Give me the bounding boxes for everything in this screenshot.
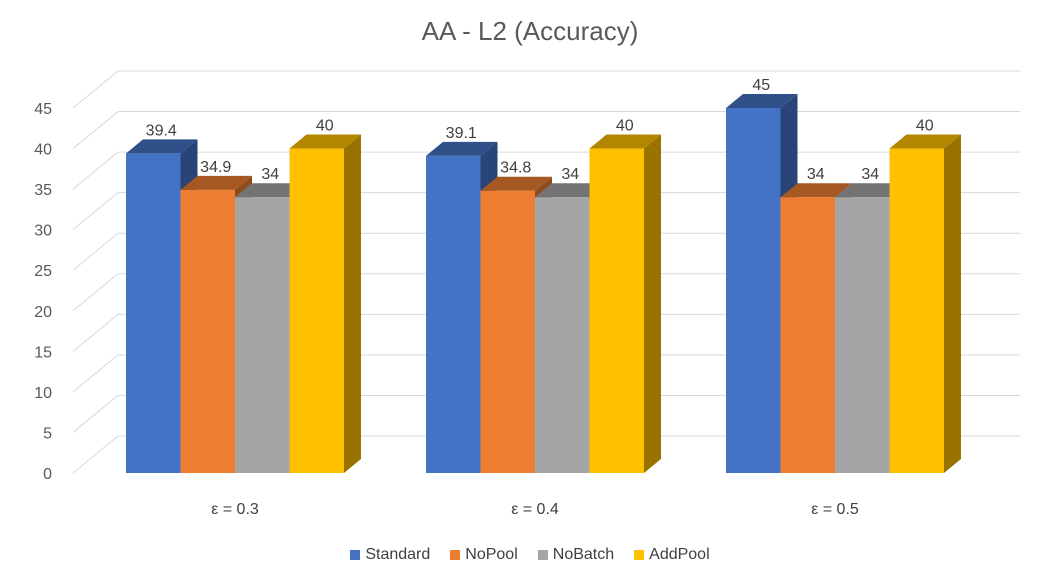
legend-swatch <box>450 550 461 560</box>
legend-item-nobatch: NoBatch <box>537 546 615 564</box>
data-label: 39.1 <box>446 125 477 142</box>
y-tick-label: 0 <box>43 466 52 483</box>
legend-swatch <box>537 550 548 560</box>
x-tick-label: ε = 0.3 <box>211 501 259 518</box>
bar-side <box>344 134 361 474</box>
bar-top <box>235 183 307 198</box>
bar-top <box>426 141 498 156</box>
bar-front <box>780 197 835 473</box>
bar-top <box>780 183 852 198</box>
gridline-diagonal <box>72 273 119 312</box>
bar-addpool-3 <box>889 134 961 474</box>
bar-top <box>835 183 907 198</box>
y-tick-label: 25 <box>34 263 52 280</box>
bar-addpool-1 <box>289 134 361 474</box>
gridline-diagonal <box>72 151 119 190</box>
bar-top <box>126 139 198 154</box>
bar-side <box>944 134 961 474</box>
gridline-diagonal <box>72 232 119 271</box>
data-label: 45 <box>752 77 770 94</box>
legend-label: NoBatch <box>552 546 615 563</box>
gridline-diagonal <box>72 435 119 474</box>
chart-title: AA - L2 (Accuracy) <box>421 16 639 46</box>
bar-front <box>589 148 644 474</box>
data-label: 39.4 <box>146 122 177 139</box>
y-tick-label: 20 <box>34 304 52 321</box>
bar-front <box>535 197 590 473</box>
data-label: 34 <box>561 166 579 183</box>
bar-front <box>289 148 344 474</box>
bar-top <box>889 134 961 149</box>
bar-top <box>289 134 361 149</box>
data-labels: 39.4 34.9 34 40 39.1 34.8 34 40 45 34 34 40 <box>146 77 934 183</box>
data-label: 40 <box>916 118 934 135</box>
bar-side <box>644 134 661 474</box>
data-label: 34.8 <box>500 160 531 177</box>
bar-top <box>180 175 252 190</box>
x-axis-ticks: ε = 0.3 ε = 0.4 ε = 0.5 <box>211 501 859 518</box>
gridline-diagonal <box>72 313 119 352</box>
gridline-diagonal <box>72 111 119 149</box>
bar-front <box>426 155 481 473</box>
y-tick-label: 40 <box>34 142 52 159</box>
gridline-diagonal <box>72 395 119 433</box>
y-tick-label: 45 <box>34 101 52 118</box>
y-tick-label: 30 <box>34 223 52 240</box>
bar-front <box>480 190 535 473</box>
data-label: 40 <box>616 118 634 135</box>
bars <box>126 94 961 474</box>
y-tick-label: 35 <box>34 182 52 199</box>
bar-front <box>126 153 181 473</box>
bar-front <box>726 108 781 473</box>
legend-item-standard: Standard <box>350 546 430 564</box>
x-tick-label: ε = 0.4 <box>511 501 559 518</box>
bar-addpool-2 <box>589 134 661 474</box>
bar-top <box>480 176 552 191</box>
bar-front <box>835 197 890 473</box>
y-tick-label: 15 <box>34 344 52 361</box>
bar-front <box>180 189 235 473</box>
y-tick-label: 10 <box>34 385 52 402</box>
y-axis-ticks: 0 5 10 15 20 25 30 35 40 45 <box>34 101 52 483</box>
legend-swatch <box>350 550 361 560</box>
bar-front <box>889 148 944 474</box>
legend-swatch <box>634 550 645 560</box>
data-label: 34 <box>261 166 279 183</box>
legend-label: AddPool <box>649 546 710 563</box>
x-tick-label: ε = 0.5 <box>811 501 859 518</box>
data-label: 34.9 <box>200 159 231 176</box>
legend-item-addpool: AddPool <box>634 546 710 564</box>
data-label: 34 <box>861 166 879 183</box>
gridline-diagonal <box>72 192 119 231</box>
bar-front <box>235 197 290 473</box>
bar-top <box>535 183 607 198</box>
y-tick-label: 5 <box>43 425 52 442</box>
data-label: 40 <box>316 118 334 135</box>
legend: Standard NoPool NoBatch AddPool <box>0 546 1060 564</box>
gridline-diagonal <box>72 354 119 393</box>
legend-item-nopool: NoPool <box>450 546 518 564</box>
data-label: 34 <box>807 166 825 183</box>
bar-top <box>589 134 661 149</box>
legend-label: NoPool <box>465 546 518 563</box>
legend-label: Standard <box>365 546 431 563</box>
gridline-diagonal <box>72 70 119 109</box>
bar-top <box>726 94 798 108</box>
